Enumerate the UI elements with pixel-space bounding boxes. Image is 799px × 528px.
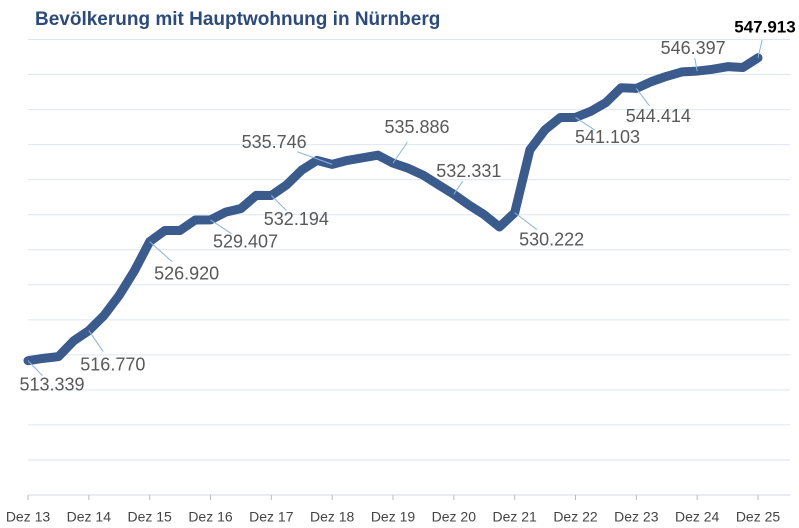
x-tick-label: Dez 17 [249,509,294,525]
data-label: 532.194 [264,209,329,229]
data-label: 530.222 [519,230,584,250]
leader-line [453,180,464,195]
data-label: 544.414 [626,106,691,126]
data-label: 546.397 [661,38,726,58]
data-label: 516.770 [80,354,145,374]
leader-line [757,39,763,58]
data-label: 526.920 [154,263,219,283]
leader-line [88,330,104,352]
leader-line [514,212,538,230]
x-tick-label: Dez 25 [736,509,781,525]
x-tick-label: Dez 22 [553,509,598,525]
leader-line [27,360,43,376]
x-tick-label: Dez 18 [310,509,355,525]
leader-line [392,141,408,164]
chart-title: Bevölkerung mit Hauptwohnung in Nürnberg [35,9,440,30]
data-label: 541.103 [575,127,640,147]
x-tick-label: Dez 16 [188,509,233,525]
data-label: 535.746 [242,132,307,152]
leader-line [210,219,232,235]
leader-line [149,241,173,262]
leader-line [694,57,698,72]
x-tick-label: Dez 13 [6,509,51,525]
leader-line [635,88,650,107]
data-line [23,53,763,366]
x-tick-label: Dez 15 [127,509,172,525]
x-tick-label: Dez 14 [67,509,112,525]
data-label: 532.331 [436,161,501,181]
leader-line [575,117,595,131]
x-tick-label: Dez 24 [675,509,720,525]
leader-line [270,195,287,211]
x-tick-label: Dez 23 [614,509,659,525]
data-label: 547.913 [734,17,795,36]
x-tick-label: Dez 19 [371,509,416,525]
x-tick-label: Dez 21 [492,509,537,525]
x-tick-label: Dez 20 [432,509,477,525]
leader-line [297,151,333,165]
data-label: 535.886 [384,117,449,137]
data-label: 529.407 [213,232,278,252]
data-label: 513.339 [19,374,84,394]
